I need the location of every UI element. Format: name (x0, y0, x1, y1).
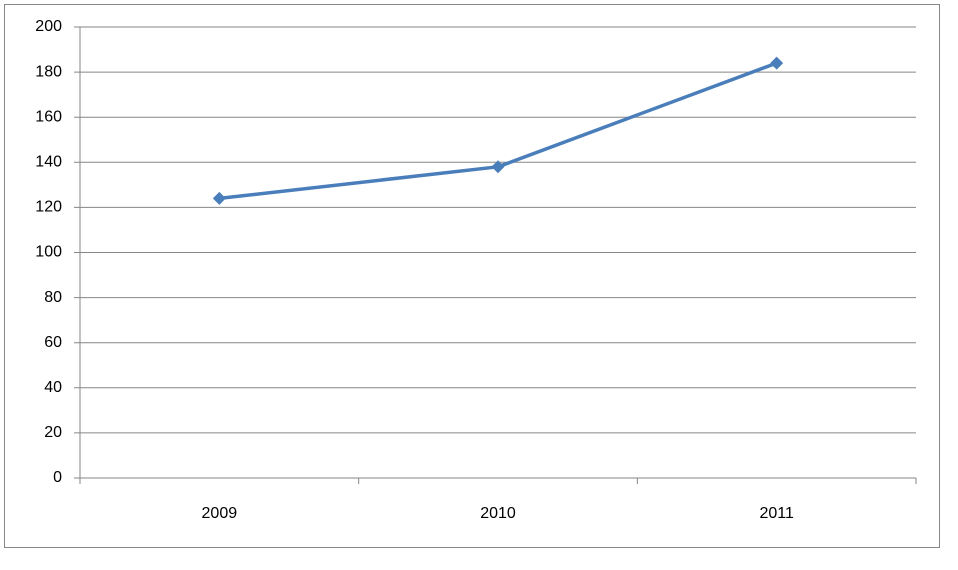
y-tick-label: 100 (35, 244, 62, 261)
y-tick-label: 180 (35, 63, 62, 80)
x-tick-label: 2009 (202, 505, 238, 522)
y-tick-label: 140 (35, 154, 62, 171)
y-tick-label: 40 (44, 379, 62, 396)
chart-border (4, 4, 940, 548)
y-tick-label: 60 (44, 334, 62, 351)
marker (491, 160, 505, 174)
x-tick-label: 2011 (759, 505, 794, 522)
marker (770, 56, 784, 70)
y-tick-label: 120 (35, 199, 62, 216)
x-tick-label: 2010 (480, 505, 516, 522)
y-tick-label: 160 (35, 108, 62, 125)
marker (212, 191, 226, 205)
y-tick-label: 20 (44, 424, 62, 441)
y-tick-label: 0 (53, 469, 62, 486)
y-tick-label: 80 (44, 289, 62, 306)
y-tick-label: 200 (35, 18, 62, 35)
